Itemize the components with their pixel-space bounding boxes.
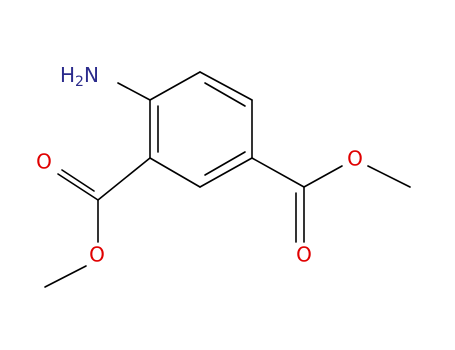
bond xyxy=(149,157,201,188)
bond xyxy=(117,82,151,101)
oxygen-label: O xyxy=(296,243,312,267)
oxygen-label: O xyxy=(89,243,105,267)
bond xyxy=(204,151,246,176)
bond xyxy=(367,165,411,188)
oxygen-label: O xyxy=(36,150,52,174)
amine-label: H2N xyxy=(60,63,99,91)
bond xyxy=(57,173,99,201)
bond xyxy=(199,157,253,188)
bonds xyxy=(44,71,411,288)
bond xyxy=(204,82,246,107)
bond xyxy=(44,265,87,288)
bond xyxy=(199,71,253,101)
oxygen-label: O xyxy=(347,147,363,171)
bond xyxy=(303,165,343,188)
bond xyxy=(251,157,305,188)
bond xyxy=(97,157,151,201)
bond xyxy=(149,71,201,101)
bond xyxy=(61,169,95,192)
